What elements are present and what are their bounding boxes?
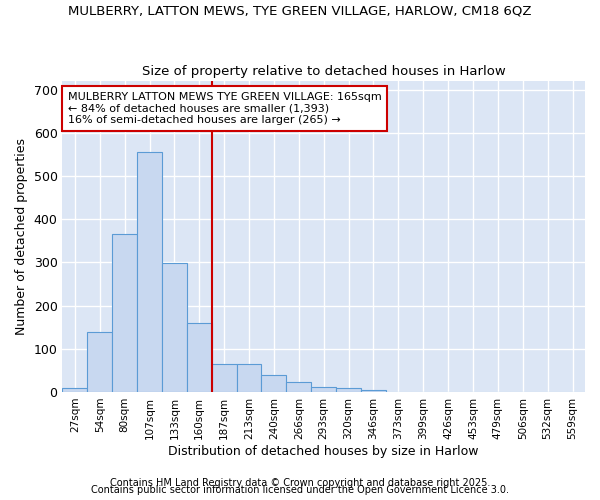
Bar [236, 364, 262, 392]
Text: MULBERRY, LATTON MEWS, TYE GREEN VILLAGE, HARLOW, CM18 6QZ: MULBERRY, LATTON MEWS, TYE GREEN VILLAGE… [68, 5, 532, 18]
Bar [88, 332, 112, 392]
X-axis label: Distribution of detached houses by size in Harlow: Distribution of detached houses by size … [169, 444, 479, 458]
Title: Size of property relative to detached houses in Harlow: Size of property relative to detached ho… [142, 66, 506, 78]
Bar [336, 388, 361, 392]
Bar [286, 382, 311, 392]
Text: Contains public sector information licensed under the Open Government Licence 3.: Contains public sector information licen… [91, 485, 509, 495]
Bar [212, 364, 236, 392]
Bar [262, 374, 286, 392]
Bar [137, 152, 162, 392]
Bar [311, 387, 336, 392]
Y-axis label: Number of detached properties: Number of detached properties [15, 138, 28, 335]
Bar [62, 388, 88, 392]
Bar [162, 264, 187, 392]
Text: Contains HM Land Registry data © Crown copyright and database right 2025.: Contains HM Land Registry data © Crown c… [110, 478, 490, 488]
Bar [361, 390, 386, 392]
Bar [187, 323, 212, 392]
Bar [112, 234, 137, 392]
Text: MULBERRY LATTON MEWS TYE GREEN VILLAGE: 165sqm
← 84% of detached houses are smal: MULBERRY LATTON MEWS TYE GREEN VILLAGE: … [68, 92, 382, 125]
